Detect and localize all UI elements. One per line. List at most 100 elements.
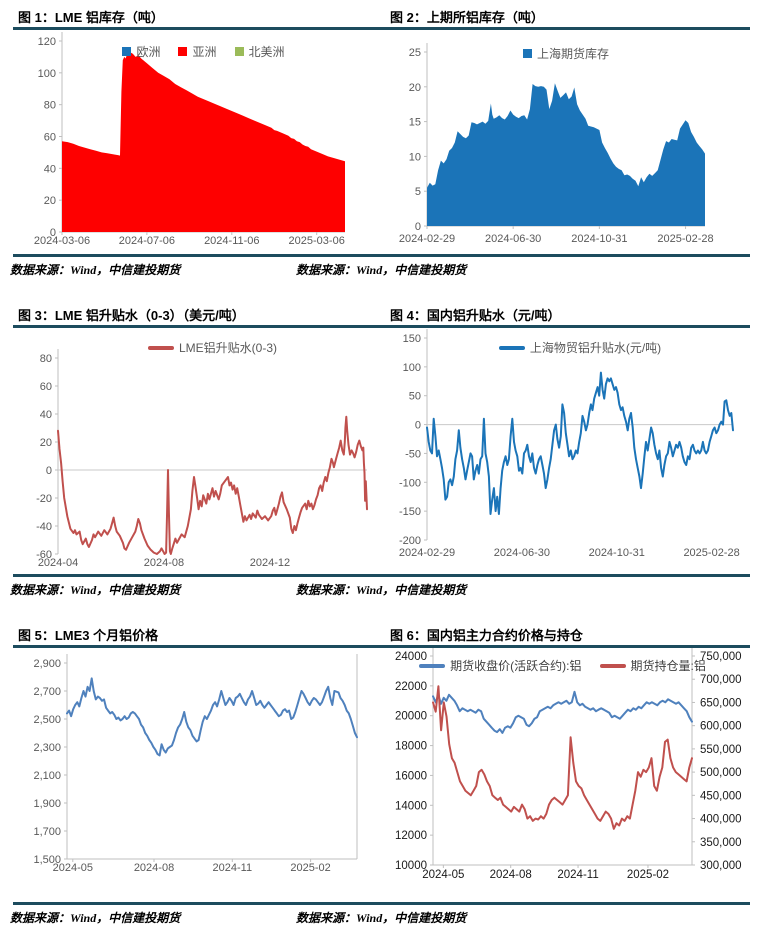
x-tick-label: 2025-03-06 xyxy=(289,235,345,247)
y-tick-label: 60 xyxy=(44,132,56,144)
chart-6-domestic-price-oi: 期货收盘价(活跃合约):铝 期货持仓量:铝 10000 12000 14000 160… xyxy=(385,648,770,902)
section-divider xyxy=(13,325,750,328)
figure-5-title: 图 5：LME3 个月铝价格 xyxy=(18,628,159,643)
y-tick-label: 20 xyxy=(40,437,52,449)
data-source-note: 数据来源：Wind，中信建投期货 xyxy=(10,263,181,277)
series-area-亚洲 xyxy=(62,52,345,232)
section-divider xyxy=(13,645,750,648)
section-row-1: 图 1：LME 铝库存（吨） 图 2：上期所铝库存（吨） 欧洲 亚洲 北美洲 0… xyxy=(0,5,771,281)
charts-row-1: 欧洲 亚洲 北美洲 0 20 40 60 80 100 120 2024-03-06 2024-… xyxy=(0,30,771,254)
x-tick-label: 2024-10-31 xyxy=(589,547,645,559)
y-tick-label: 15 xyxy=(409,117,421,129)
y-tick-label: 100 xyxy=(38,68,56,80)
data-source-note: 数据来源：Wind，中信建投期货 xyxy=(296,263,467,277)
y-tick-label: 120 xyxy=(38,36,56,48)
x-tick-label: 2024-08 xyxy=(144,557,184,569)
y-tick-label: 14000 xyxy=(395,800,427,812)
x-tick-label: 2024-02-29 xyxy=(399,233,455,245)
y-tick-label: 18000 xyxy=(395,741,427,753)
series-line-LME铝升贴水(0-3) xyxy=(57,415,368,555)
y-tick-label: -60 xyxy=(36,549,52,561)
chart-6-canvas: 10000 12000 14000 16000 18000 20000 22000 24000… xyxy=(395,648,742,881)
y-tick-label: 25 xyxy=(409,47,421,59)
y-tick-label: 0 xyxy=(415,221,421,233)
series-line-期货持仓量:铝 xyxy=(432,685,693,830)
charts-row-2: LME铝升贴水(0-3) -60 -40 -20 0 20 40 60 80 2024-04 20… xyxy=(0,328,771,574)
figure-3-title: 图 3：LME 铝升贴水（0-3）（美元/吨） xyxy=(18,308,245,323)
chart-4-domestic-premium: 上海物贸铝升贴水(元/吨) -200 -150 -100 -50 0 50 100 150 20… xyxy=(385,328,770,574)
chart-3-canvas: -60 -40 -20 0 20 40 60 80 2024-04 2024-08 2024-12 xyxy=(36,349,368,569)
y-tick-label: 20000 xyxy=(395,711,427,723)
figure-2-title: 图 2：上期所铝库存（吨） xyxy=(390,10,544,25)
y-tick-label: 20 xyxy=(44,195,56,207)
y-tick-label: 22000 xyxy=(395,681,427,693)
y2-tick-label: 500,000 xyxy=(700,767,742,779)
section-divider xyxy=(13,574,750,577)
x-tick-label: 2024-02-29 xyxy=(399,547,455,559)
y-tick-label: 16000 xyxy=(395,770,427,782)
y2-tick-label: 550,000 xyxy=(700,744,742,756)
y-tick-label: 0 xyxy=(50,227,56,239)
y-tick-label: -100 xyxy=(399,477,421,489)
x-tick-label: 2024-05 xyxy=(422,869,464,881)
data-source-note: 数据来源：Wind，中信建投期货 xyxy=(10,911,181,925)
y-tick-label: 50 xyxy=(409,391,421,403)
y-tick-label: 10000 xyxy=(395,860,427,872)
charts-row-3: 1,500 1,700 1,900 2,100 2,300 2,500 2,700 2,900… xyxy=(0,648,771,902)
y2-tick-label: 650,000 xyxy=(700,697,742,709)
series-line-LME3个月铝价格 xyxy=(66,677,358,757)
section-row-2: 图 3：LME 铝升贴水（0-3）（美元/吨） 图 4：国内铝升贴水（元/吨） … xyxy=(0,303,771,601)
y-tick-label: 1,900 xyxy=(33,798,61,810)
x-tick-label: 2024-04 xyxy=(38,557,78,569)
sources-row-2: 数据来源：Wind，中信建投期货 数据来源：Wind，中信建投期货 xyxy=(0,579,771,601)
y2-tick-label: 600,000 xyxy=(700,721,742,733)
series-line-上海物贸铝升贴水(元/吨) xyxy=(426,371,734,515)
x-tick-label: 2024-07-06 xyxy=(119,235,175,247)
y-tick-label: 0 xyxy=(46,465,52,477)
x-tick-label: 2025-02 xyxy=(627,869,669,881)
titles-row-3: 图 5：LME3 个月铝价格 图 6：国内铝主力合约价格与持仓 xyxy=(0,623,771,645)
sources-row-3: 数据来源：Wind，中信建投期货 数据来源：Wind，中信建投期货 xyxy=(0,907,771,929)
x-tick-label: 2024-12 xyxy=(250,557,290,569)
chart-5-canvas: 1,500 1,700 1,900 2,100 2,300 2,500 2,700 2,900… xyxy=(33,654,358,874)
y2-tick-label: 400,000 xyxy=(700,814,742,826)
x-tick-label: 2024-11 xyxy=(213,862,253,874)
titles-row-2: 图 3：LME 铝升贴水（0-3）（美元/吨） 图 4：国内铝升贴水（元/吨） xyxy=(0,303,771,325)
x-tick-label: 2024-05 xyxy=(53,862,93,874)
y2-tick-label: 350,000 xyxy=(700,837,742,849)
figure-4-title: 图 4：国内铝升贴水（元/吨） xyxy=(390,308,561,323)
chart-1-canvas: 0 20 40 60 80 100 120 2024-03-06 2024-07-06 2024-… xyxy=(34,32,345,247)
section-divider xyxy=(13,902,750,905)
chart-5-lme-3m-price: 1,500 1,700 1,900 2,100 2,300 2,500 2,700 2,900… xyxy=(0,648,385,902)
figure-1-title: 图 1：LME 铝库存（吨） xyxy=(18,10,164,25)
titles-row-1: 图 1：LME 铝库存（吨） 图 2：上期所铝库存（吨） xyxy=(0,5,771,27)
y-tick-label: -50 xyxy=(405,448,421,460)
y-tick-label: 2,100 xyxy=(33,770,61,782)
y-tick-label: 5 xyxy=(415,186,421,198)
y-tick-label: 100 xyxy=(403,362,421,374)
x-tick-label: 2024-11 xyxy=(557,869,598,881)
y-tick-label: 40 xyxy=(44,163,56,175)
series-line-期货收盘价(活跃合约):铝 xyxy=(432,690,693,734)
y2-tick-label: 450,000 xyxy=(700,790,742,802)
y-tick-label: 2,500 xyxy=(33,714,61,726)
y-tick-label: 0 xyxy=(415,420,421,432)
x-tick-label: 2024-11-06 xyxy=(204,235,259,247)
y-tick-label: 2,900 xyxy=(33,658,61,670)
y-tick-label: 150 xyxy=(403,333,421,345)
chart-1-lme-inventory: 欧洲 亚洲 北美洲 0 20 40 60 80 100 120 2024-03-06 2024-… xyxy=(0,30,385,254)
y-tick-label: -40 xyxy=(36,521,52,533)
x-tick-label: 2024-08 xyxy=(490,869,532,881)
x-tick-label: 2024-10-31 xyxy=(571,233,627,245)
y-tick-label: 2,300 xyxy=(33,742,61,754)
x-tick-label: 2024-03-06 xyxy=(34,235,90,247)
chart-2-shfe-inventory: 上海期货库存 0 5 10 15 20 25 2024-02-29 2024-06-30 202… xyxy=(385,30,770,254)
section-divider xyxy=(13,254,750,257)
chart-4-canvas: -200 -150 -100 -50 0 50 100 150 2024-02-29 2024-0… xyxy=(399,329,740,559)
figure-6-title: 图 6：国内铝主力合约价格与持仓 xyxy=(390,628,583,643)
y-tick-label: -200 xyxy=(399,535,421,547)
y-tick-label: 2,700 xyxy=(33,686,61,698)
y2-tick-label: 700,000 xyxy=(700,674,742,686)
y-tick-label: 40 xyxy=(40,409,52,421)
